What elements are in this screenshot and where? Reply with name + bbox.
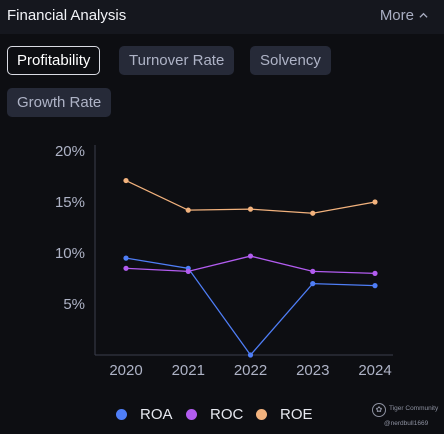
- watermark-brand: Tiger Community: [389, 405, 439, 412]
- tab-solvency[interactable]: Solvency: [250, 46, 331, 75]
- legend-item-roa[interactable]: ROA: [116, 406, 173, 423]
- data-point-roc: [185, 268, 191, 274]
- y-tick-label: 20%: [55, 143, 85, 160]
- x-tick-label: 2023: [296, 362, 329, 379]
- data-point-roa: [372, 283, 378, 289]
- x-tick-label: 2024: [358, 362, 391, 379]
- tab-turnover-rate[interactable]: Turnover Rate: [119, 46, 235, 75]
- more-label: More: [379, 7, 414, 24]
- data-point-roc: [247, 253, 254, 259]
- y-tick-label: 10%: [55, 245, 85, 262]
- chevron-up-icon: [419, 12, 428, 18]
- financial-chart: 5% 10% 15% 20% 2020 2021 2022 2023 2024: [55, 143, 393, 379]
- page-title: Financial Analysis: [7, 7, 127, 24]
- legend-roa-label: ROA: [140, 406, 173, 423]
- data-point-roa: [247, 352, 254, 358]
- data-point-roc: [372, 270, 378, 276]
- data-point-roe: [310, 210, 316, 216]
- data-point-roc: [310, 268, 316, 274]
- y-tick-label: 15%: [55, 194, 85, 211]
- legend-roe-dot: [256, 409, 267, 420]
- legend-item-roe[interactable]: ROE: [256, 406, 313, 423]
- watermark: ✿ Tiger Community @nerdbull1669: [372, 402, 442, 430]
- data-point-roa: [123, 255, 129, 261]
- x-tick-label: 2022: [234, 362, 267, 379]
- legend-roc-label: ROC: [210, 406, 244, 423]
- tab-growth-rate[interactable]: Growth Rate: [7, 88, 112, 117]
- legend-roe-label: ROE: [280, 406, 313, 423]
- data-point-roe: [123, 177, 129, 184]
- legend-item-roc[interactable]: ROC: [186, 406, 243, 423]
- y-tick-label: 5%: [63, 296, 85, 313]
- x-tick-label: 2021: [172, 362, 205, 379]
- more-button[interactable]: More: [380, 7, 428, 24]
- data-point-roe: [247, 206, 254, 212]
- tiger-logo-icon: ✿: [372, 403, 386, 417]
- watermark-user: @nerdbull1669: [384, 420, 429, 427]
- tab-profitability[interactable]: Profitability: [7, 46, 101, 75]
- data-point-roe: [185, 207, 191, 213]
- data-point-roc: [123, 265, 129, 271]
- legend-roc-dot: [186, 409, 197, 420]
- legend-roa-dot: [116, 409, 127, 420]
- data-point-roa: [310, 281, 316, 287]
- chart-legend: ROA ROC ROE: [0, 406, 444, 426]
- x-tick-label: 2020: [109, 362, 142, 379]
- data-point-roe: [372, 199, 378, 205]
- header-bar: Financial Analysis More: [0, 0, 444, 34]
